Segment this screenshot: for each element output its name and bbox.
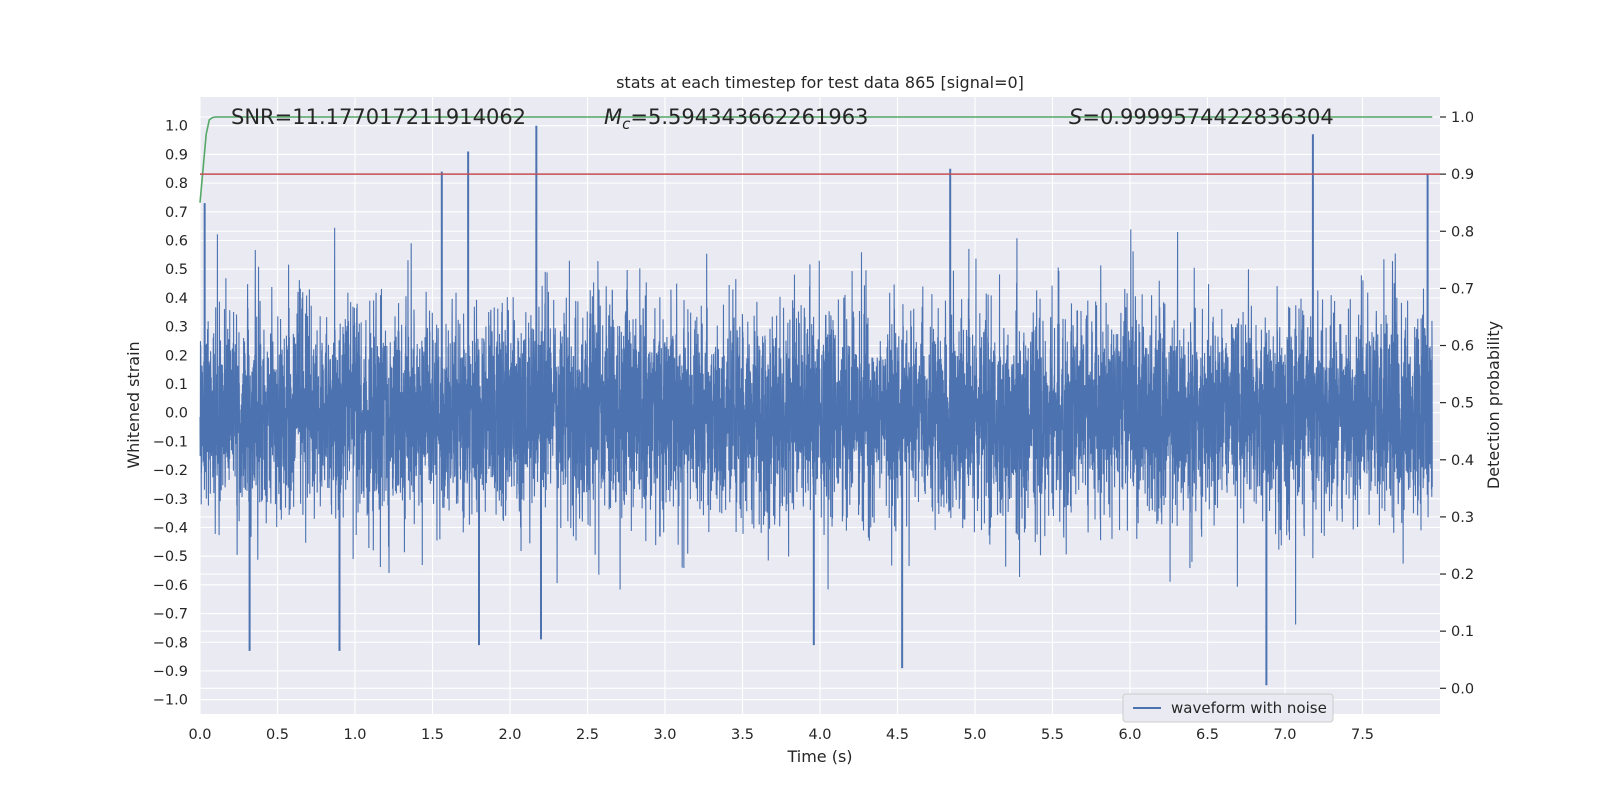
y-tick-label-1: 0.9	[165, 147, 188, 163]
x-axis-ticks: 0.0 0.5 1.0 1.5 2.0 2.5 3.0 3.5 4.0 4.5 5.0 5.5 6.0 6…	[188, 727, 1374, 743]
y2-tick-label-7: 0.3	[1451, 510, 1474, 526]
y2-tick-label-1: 0.9	[1451, 167, 1474, 183]
y-axis-ticks: 1.0 0.9 0.8 0.7 0.6 0.5 0.4 0.3 0.2 0.1 0.0 −0.1 −0.…	[153, 119, 188, 709]
y2-tick-label-0: 1.0	[1451, 110, 1474, 126]
y2-tick-label-2: 0.8	[1451, 224, 1474, 240]
y-tick-label-10: 0.0	[165, 406, 188, 422]
chirp-mass-symbol: M	[604, 105, 622, 129]
y-tick-label-12: −0.2	[153, 463, 188, 479]
x-axis-label: Time (s)	[786, 747, 852, 766]
x-tick-label-11: 5.5	[1041, 727, 1064, 743]
x-tick-label-14: 7.0	[1273, 727, 1296, 743]
y-tick-label-8: 0.2	[165, 348, 188, 364]
y-tick-label-13: −0.3	[153, 492, 188, 508]
detection-probability-line	[199, 116, 1433, 203]
y2-axis-ticks: 1.0 0.9 0.8 0.7 0.6 0.5 0.4 0.3 0.2 0.1 0.0	[1440, 110, 1474, 697]
x-tick-label-8: 4.0	[808, 727, 831, 743]
y-tick-label-20: −1.0	[153, 693, 188, 709]
y2-tick-label-9: 0.1	[1451, 624, 1474, 640]
x-tick-label-15: 7.5	[1351, 727, 1374, 743]
y2-tick-label-5: 0.5	[1451, 396, 1474, 412]
x-tick-label-4: 2.0	[498, 727, 521, 743]
y-tick-label-17: −0.7	[153, 607, 188, 623]
y-tick-label-7: 0.3	[165, 320, 188, 336]
waveform-series	[199, 125, 1433, 686]
y-tick-label-2: 0.8	[165, 176, 188, 192]
y-tick-label-14: −0.4	[153, 520, 188, 536]
y-tick-label-15: −0.5	[153, 549, 188, 565]
chirp-mass-subscript: c	[622, 115, 631, 133]
x-tick-label-1: 0.5	[266, 727, 289, 743]
legend: waveform with noise	[1122, 693, 1334, 723]
y2-tick-label-3: 0.7	[1451, 281, 1474, 297]
y2-tick-label-8: 0.2	[1451, 567, 1474, 583]
x-tick-label-2: 1.0	[343, 727, 366, 743]
score-value: =0.9999574422836304	[1082, 105, 1333, 129]
snr-annotation: SNR=11.177017211914062	[231, 105, 526, 129]
x-tick-label-6: 3.0	[653, 727, 676, 743]
x-tick-label-13: 6.5	[1196, 727, 1219, 743]
y-tick-label-3: 0.7	[165, 205, 188, 221]
y-tick-label-18: −0.8	[153, 635, 188, 651]
y-tick-label-5: 0.5	[165, 262, 188, 278]
score-symbol: S	[1069, 105, 1082, 129]
y-tick-label-19: −0.9	[153, 664, 188, 680]
y-tick-label-4: 0.6	[165, 233, 188, 249]
y-axis-label: Whitened strain	[124, 341, 143, 468]
x-tick-label-12: 6.0	[1118, 727, 1141, 743]
y2-axis-label: Detection probability	[1484, 321, 1503, 489]
x-tick-label-10: 5.0	[963, 727, 986, 743]
y-tick-label-11: −0.1	[153, 434, 188, 450]
probability-lines	[199, 116, 1440, 203]
legend-label-waveform: waveform with noise	[1171, 699, 1327, 717]
waveform-line	[199, 227, 1433, 625]
y-tick-label-6: 0.4	[165, 291, 188, 307]
chirp-mass-annotation: Mc=5.594343662261963	[604, 105, 868, 133]
y2-tick-label-6: 0.4	[1451, 453, 1474, 469]
x-tick-label-9: 4.5	[886, 727, 909, 743]
y-tick-label-0: 1.0	[165, 119, 188, 135]
chirp-mass-value: =5.594343662261963	[630, 105, 868, 129]
legend-box	[1122, 693, 1334, 723]
y-tick-label-9: 0.1	[165, 377, 188, 393]
y2-tick-label-4: 0.6	[1451, 339, 1474, 355]
x-tick-label-0: 0.0	[188, 727, 211, 743]
y-tick-label-16: −0.6	[153, 578, 188, 594]
x-tick-label-5: 2.5	[576, 727, 599, 743]
chart-title: stats at each timestep for test data 865…	[616, 73, 1024, 92]
x-tick-label-3: 1.5	[421, 727, 444, 743]
score-annotation: S=0.9999574422836304	[1069, 105, 1334, 129]
x-tick-label-7: 3.5	[731, 727, 754, 743]
y2-tick-label-10: 0.0	[1451, 681, 1474, 697]
